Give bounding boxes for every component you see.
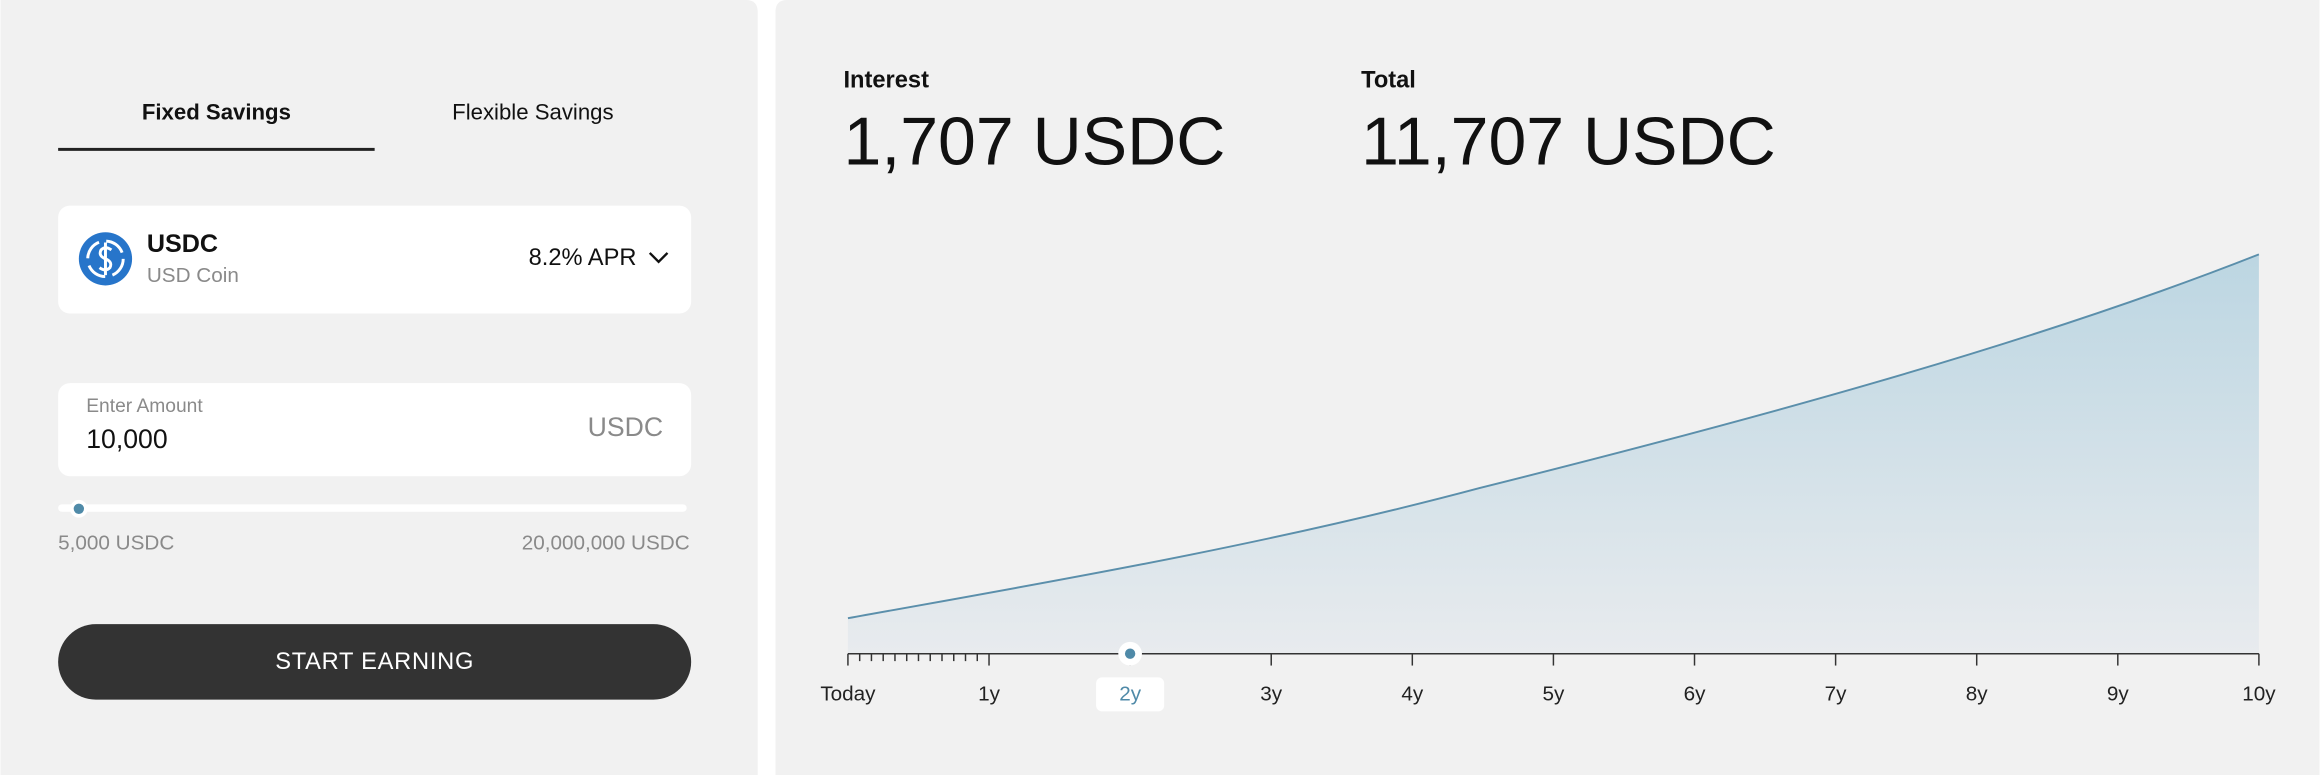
slider-min: 5,000 USDC bbox=[58, 532, 174, 555]
interest-value: 1,707 USDC bbox=[843, 103, 1225, 179]
amount-value: 10,000 bbox=[86, 424, 167, 454]
growth-line bbox=[847, 253, 2260, 620]
timeline-label[interactable]: 3y bbox=[1260, 683, 1283, 706]
timeline-label[interactable]: 8y bbox=[1966, 683, 1989, 706]
start-button-label: START EARNING bbox=[275, 649, 474, 675]
tab[interactable]: Flexible Savings bbox=[452, 100, 613, 125]
dropdown-chevron[interactable] bbox=[648, 252, 669, 264]
slider-max: 20,000,000 USDC bbox=[522, 532, 690, 555]
icon-dollar bbox=[98, 242, 113, 276]
amount-input[interactable] bbox=[58, 383, 692, 477]
asset-name: USD Coin bbox=[147, 264, 239, 287]
asset-rate: 8.2% APR bbox=[529, 245, 637, 271]
amount-unit: USDC bbox=[588, 412, 663, 442]
total-label: Total bbox=[1361, 68, 1416, 94]
growth-area bbox=[847, 254, 2259, 654]
timeline-label[interactable]: 9y bbox=[2107, 683, 2130, 706]
asset-card[interactable] bbox=[58, 205, 692, 314]
asset-symbol: USDC bbox=[147, 230, 218, 258]
timeline-label[interactable]: 5y bbox=[1542, 683, 1565, 706]
total-value: 11,707 USDC bbox=[1361, 103, 1776, 179]
slider-thumb-dot bbox=[73, 503, 85, 514]
timeline-label[interactable]: 7y bbox=[1825, 683, 1848, 706]
timeline-label[interactable]: 4y bbox=[1401, 683, 1424, 706]
timeline-label[interactable]: 1y bbox=[978, 683, 1001, 706]
timeline-label[interactable]: Today bbox=[820, 683, 876, 706]
tab-underline bbox=[58, 147, 375, 151]
timeline-label[interactable]: 10y bbox=[2242, 683, 2276, 706]
selected-label-bg bbox=[1096, 677, 1165, 712]
slider-track[interactable] bbox=[58, 504, 687, 512]
timeline-label-selected[interactable]: 2y bbox=[1119, 683, 1142, 706]
timeline: Today 1y 2y 3y 4y 5y 6y 7y 8y 9y 10y bbox=[820, 641, 2276, 712]
start-button[interactable] bbox=[58, 624, 692, 700]
tab-active[interactable]: Fixed Savings bbox=[142, 100, 291, 125]
timeline-thumb-dot bbox=[1124, 648, 1136, 659]
interest-label: Interest bbox=[843, 68, 929, 94]
amount-label: Enter Amount bbox=[86, 396, 203, 417]
timeline-label[interactable]: 6y bbox=[1684, 683, 1707, 706]
